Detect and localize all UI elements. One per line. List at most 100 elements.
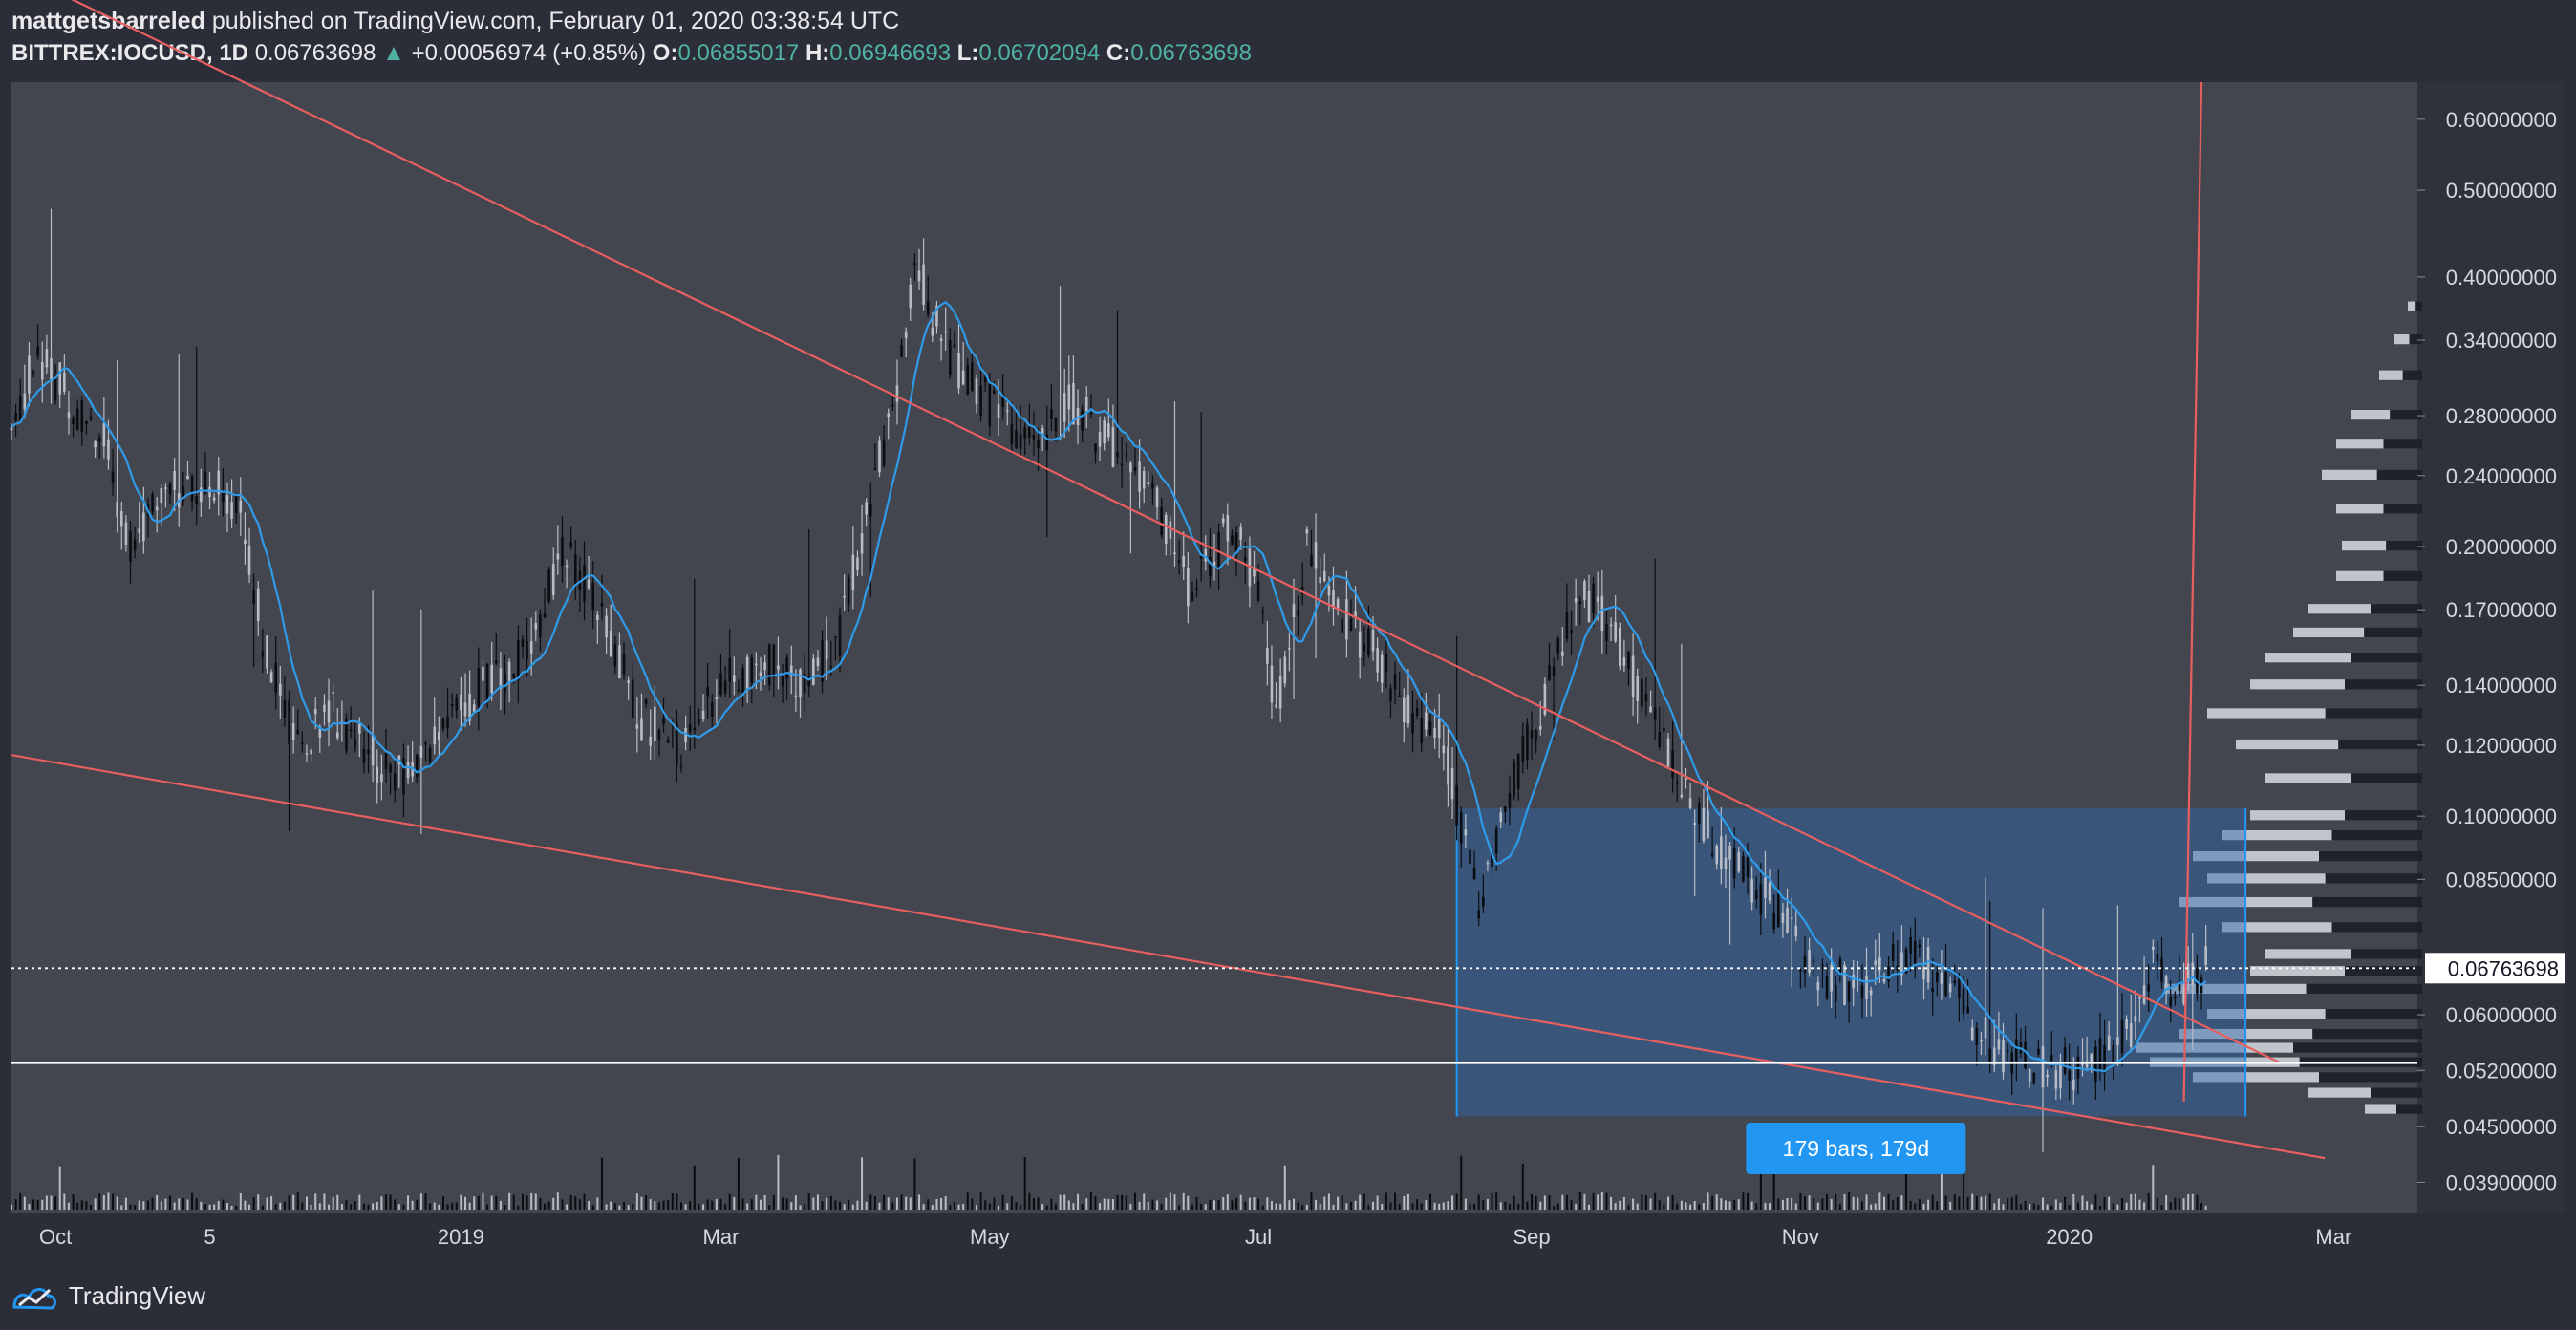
volume-bar (962, 1204, 965, 1210)
candle-body (587, 579, 590, 589)
candle-body (2098, 1038, 2102, 1072)
y-tick-label: 0.20000000 (2446, 535, 2557, 559)
candle-body (2191, 962, 2195, 986)
volume-bar (1791, 1197, 1793, 1210)
volume-bar (2125, 1202, 2128, 1210)
candle-body (1596, 596, 1599, 602)
volume-bar (419, 1193, 422, 1210)
candle-body (785, 657, 788, 679)
volume-bar (957, 1204, 960, 1210)
tradingview-logo-icon (12, 1288, 56, 1310)
volume-bar (80, 1200, 83, 1210)
tradingview-branding[interactable]: TradingView (11, 1278, 205, 1313)
volume-bar (2002, 1204, 2005, 1210)
candle-body (1459, 811, 1463, 844)
volume-bar (979, 1192, 982, 1210)
volume-bar (539, 1197, 542, 1210)
candle-body (971, 362, 974, 392)
candle-body (58, 362, 62, 395)
candle-body (182, 486, 185, 502)
volume-bar (482, 1192, 484, 1210)
candle-body (935, 305, 938, 327)
volume-profile-bar (2325, 708, 2422, 719)
volume-bar (794, 1195, 797, 1210)
volume-bar (2081, 1195, 2084, 1210)
candle-body (1107, 423, 1110, 438)
candle-body (895, 385, 899, 402)
volume-bar (1887, 1193, 1890, 1210)
volume-bar (416, 1199, 419, 1210)
volume-bar (2116, 1204, 2119, 1210)
volume-bar (1742, 1192, 1745, 1210)
candle-body (1300, 586, 1304, 594)
author-name[interactable]: mattgetsbarreled (11, 8, 205, 34)
candle-body (1759, 883, 1763, 915)
volume-bar (1231, 1200, 1234, 1210)
volume-bar (613, 1203, 616, 1210)
volume-bar (922, 1204, 925, 1210)
volume-bar (36, 1199, 39, 1210)
candle-body (256, 588, 260, 622)
volume-bar (1477, 1194, 1480, 1210)
candle-body (609, 631, 612, 657)
candle-body (119, 511, 123, 527)
volume-bar (2042, 1197, 2045, 1210)
volume-bar (19, 1192, 22, 1210)
candle-body (1045, 434, 1049, 451)
candle-body (1256, 580, 1260, 601)
volume-bar (1367, 1205, 1370, 1210)
candle-body (543, 612, 547, 618)
volume-bar (1482, 1199, 1485, 1210)
volume-bar (1156, 1200, 1159, 1210)
volume-bar (829, 1195, 832, 1210)
candle-body (1874, 960, 1878, 965)
volume-bar (1531, 1193, 1534, 1210)
volume-profile-bar (2390, 410, 2422, 420)
volume-bar (676, 1193, 678, 1210)
volume-bar (521, 1193, 524, 1210)
volume-bar (2024, 1200, 2027, 1210)
volume-bar (350, 1204, 353, 1210)
volume-bar (204, 1204, 206, 1210)
candle-body (1936, 972, 1939, 983)
volume-bar (1707, 1192, 1709, 1210)
volume-bar (851, 1204, 854, 1210)
candle-body (1345, 599, 1348, 640)
volume-bar (693, 1165, 696, 1210)
x-tick-label: May (970, 1225, 1010, 1249)
volume-bar (376, 1201, 378, 1210)
volume-bar (618, 1205, 621, 1210)
candle-body (1605, 623, 1608, 642)
candle-body (335, 732, 339, 739)
volume-bar (1689, 1204, 1692, 1210)
volume-bar (1508, 1203, 1511, 1210)
candle-body (10, 426, 13, 431)
volume-bar (279, 1202, 282, 1210)
candle-body (1530, 730, 1534, 739)
candle-body (2037, 1048, 2040, 1055)
candle-body (551, 564, 555, 595)
volume-bar (389, 1194, 392, 1210)
candle-body (684, 728, 687, 743)
volume-bar (1032, 1198, 1035, 1210)
candle-body (279, 683, 282, 696)
volume-profile-bar (2319, 1072, 2422, 1083)
volume-bar (1473, 1203, 1476, 1210)
candle-body (1878, 957, 1881, 971)
volume-bar (1054, 1203, 1057, 1210)
candle-body (225, 495, 229, 514)
volume-bar (547, 1201, 550, 1210)
candle-body (1455, 785, 1458, 826)
candle-body (1221, 518, 1225, 524)
volume-bar (971, 1198, 974, 1210)
candle-body (635, 724, 639, 729)
candle-body (922, 264, 925, 305)
volume-bar (292, 1194, 295, 1210)
high-value: 0.06946693 (829, 40, 952, 66)
candle-body (1627, 651, 1630, 670)
candle-body (1292, 604, 1296, 618)
volume-bar (1270, 1201, 1273, 1210)
candle-body (419, 745, 423, 758)
candle-body (107, 439, 110, 460)
